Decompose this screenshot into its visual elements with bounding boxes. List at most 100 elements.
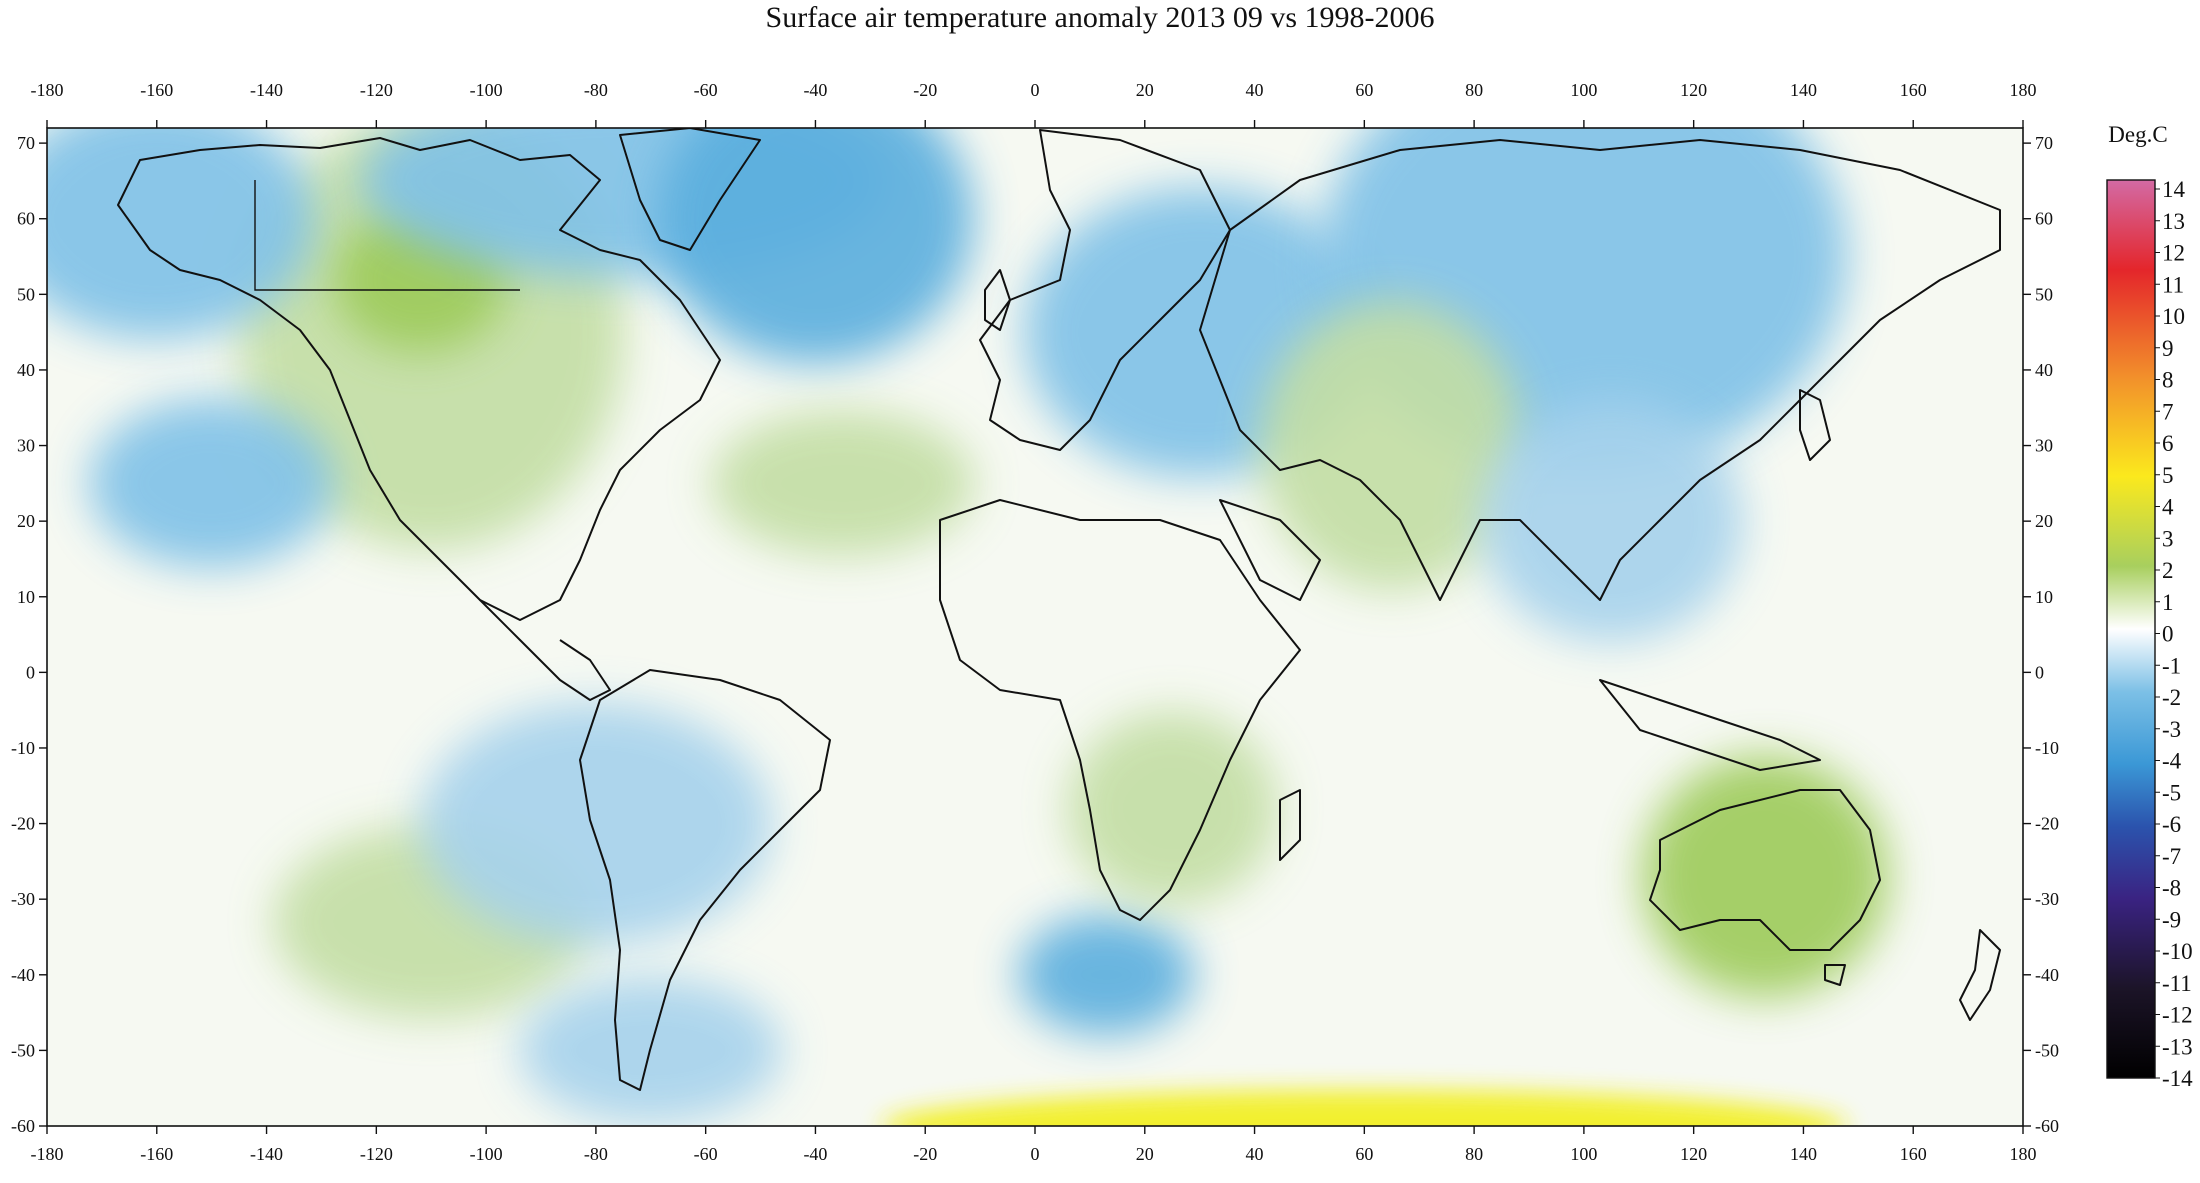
lon-label-bottom: 80 [1465,1144,1483,1164]
lon-label-top: -140 [250,80,283,100]
colorbar-tick-label: 4 [2162,495,2174,520]
lon-label-top: 160 [1900,80,1927,100]
lat-label-left: -20 [11,814,35,834]
lat-label-right: -60 [2035,1116,2059,1136]
colorbar-tick-label: -12 [2162,1003,2193,1028]
colorbar-tick-label: 5 [2162,463,2174,488]
lat-label-right: 70 [2035,133,2053,153]
lon-label-top: 20 [1136,80,1154,100]
lon-label-top: 80 [1465,80,1483,100]
lon-label-top: -100 [470,80,503,100]
lon-label-bottom: 40 [1246,1144,1264,1164]
lon-label-bottom: 160 [1900,1144,1927,1164]
colorbar-tick-label: -7 [2162,844,2181,869]
colorbar: Deg.C 14131211109876543210-1-2-3-4-5-6-7… [2106,122,2193,1091]
anomaly-region-east-pacific-subtropic [88,398,335,569]
lon-label-bottom: 0 [1031,1144,1040,1164]
axis-ticks: -180-180-160-160-140-140-120-120-100-100… [11,80,2059,1164]
lon-label-bottom: -140 [250,1144,283,1164]
lon-label-bottom: 60 [1355,1144,1373,1164]
lon-label-top: -120 [360,80,393,100]
map-title: Surface air temperature anomaly 2013 09 … [765,1,1435,34]
lon-label-bottom: 120 [1680,1144,1707,1164]
lat-label-left: -50 [11,1040,35,1060]
colorbar-tick-label: -13 [2162,1034,2193,1059]
lon-label-top: -180 [31,80,64,100]
colorbar-gradient [2106,179,2156,1079]
lat-label-left: 50 [17,284,35,304]
lat-label-left: 70 [17,133,35,153]
lon-label-bottom: 140 [1790,1144,1817,1164]
anomaly-region-south-atlantic-cold [1018,914,1195,1036]
colorbar-tick-label: 9 [2162,336,2174,361]
colorbar-tick-label: 6 [2162,431,2174,456]
lon-label-bottom: -40 [803,1144,827,1164]
lon-label-top: 60 [1355,80,1373,100]
colorbar-tick-label: 11 [2162,272,2184,297]
anomaly-region-central-asia [1260,300,1524,591]
lon-label-top: -80 [584,80,608,100]
lon-label-bottom: 100 [1570,1144,1597,1164]
colorbar-tick-label: -5 [2162,780,2181,805]
lat-label-right: 50 [2035,284,2053,304]
lat-label-right: 30 [2035,436,2053,456]
lon-label-top: 120 [1680,80,1707,100]
lon-label-bottom: -120 [360,1144,393,1164]
lat-label-left: -10 [11,738,35,758]
lat-label-left: 20 [17,511,35,531]
lon-label-bottom: -20 [913,1144,937,1164]
colorbar-tick-label: 8 [2162,368,2174,393]
lat-label-left: -40 [11,965,35,985]
colorbar-tick-label: -3 [2162,717,2181,742]
colorbar-tick-label: 14 [2162,177,2186,202]
colorbar-unit: Deg.C [2108,122,2167,147]
anomaly-region-australia [1642,755,1888,998]
colorbar-tick-label: -9 [2162,907,2181,932]
lon-label-bottom: -60 [694,1144,718,1164]
lon-label-top: 100 [1570,80,1597,100]
lat-label-right: -30 [2035,889,2059,909]
colorbar-tick-label: 12 [2162,241,2185,266]
lat-label-left: 40 [17,360,35,380]
lat-label-left: -30 [11,889,35,909]
lat-label-left: 0 [26,662,35,682]
anomaly-field [47,128,2023,1126]
colorbar-tick-label: -11 [2162,971,2192,996]
colorbar-tick-label: 13 [2162,209,2185,234]
anomaly-region-greenland-sea [657,128,974,364]
colorbar-tick-label: -14 [2162,1066,2193,1091]
lat-label-right: -50 [2035,1040,2059,1060]
lat-label-right: 40 [2035,360,2053,380]
colorbar-tick-label: 1 [2162,590,2174,615]
colorbar-tick-label: -8 [2162,876,2181,901]
lon-label-top: -40 [803,80,827,100]
lon-label-top: -160 [140,80,173,100]
lon-label-bottom: -160 [140,1144,173,1164]
lat-label-right: -40 [2035,965,2059,985]
anomaly-region-southern-africa [1066,711,1278,906]
lon-label-top: -60 [694,80,718,100]
colorbar-tick-label: 0 [2162,622,2174,647]
lon-label-bottom: -180 [31,1144,64,1164]
anomaly-region-alaska-pacific [47,128,315,340]
colorbar-tick-label: -6 [2162,812,2181,837]
anomaly-region-east-asia [1479,400,1744,643]
lat-label-right: -20 [2035,814,2059,834]
lat-label-right: -10 [2035,738,2059,758]
colorbar-tick-label: -1 [2162,653,2181,678]
anomaly-region-antarctic-margin [881,1089,1848,1126]
lon-label-top: 180 [2010,80,2037,100]
lat-label-left: -60 [11,1116,35,1136]
colorbar-tick-label: 3 [2162,526,2174,551]
anomaly-region-southeast-pacific [420,702,772,945]
lon-label-bottom: -100 [470,1144,503,1164]
lat-label-right: 20 [2035,511,2053,531]
colorbar-tick-label: -4 [2162,749,2182,774]
colorbar-tick-label: -10 [2162,939,2193,964]
lon-label-top: 140 [1790,80,1817,100]
lat-label-left: 10 [17,587,35,607]
colorbar-tick-label: 7 [2162,399,2174,424]
colorbar-tick-label: 10 [2162,304,2185,329]
lon-label-bottom: -80 [584,1144,608,1164]
